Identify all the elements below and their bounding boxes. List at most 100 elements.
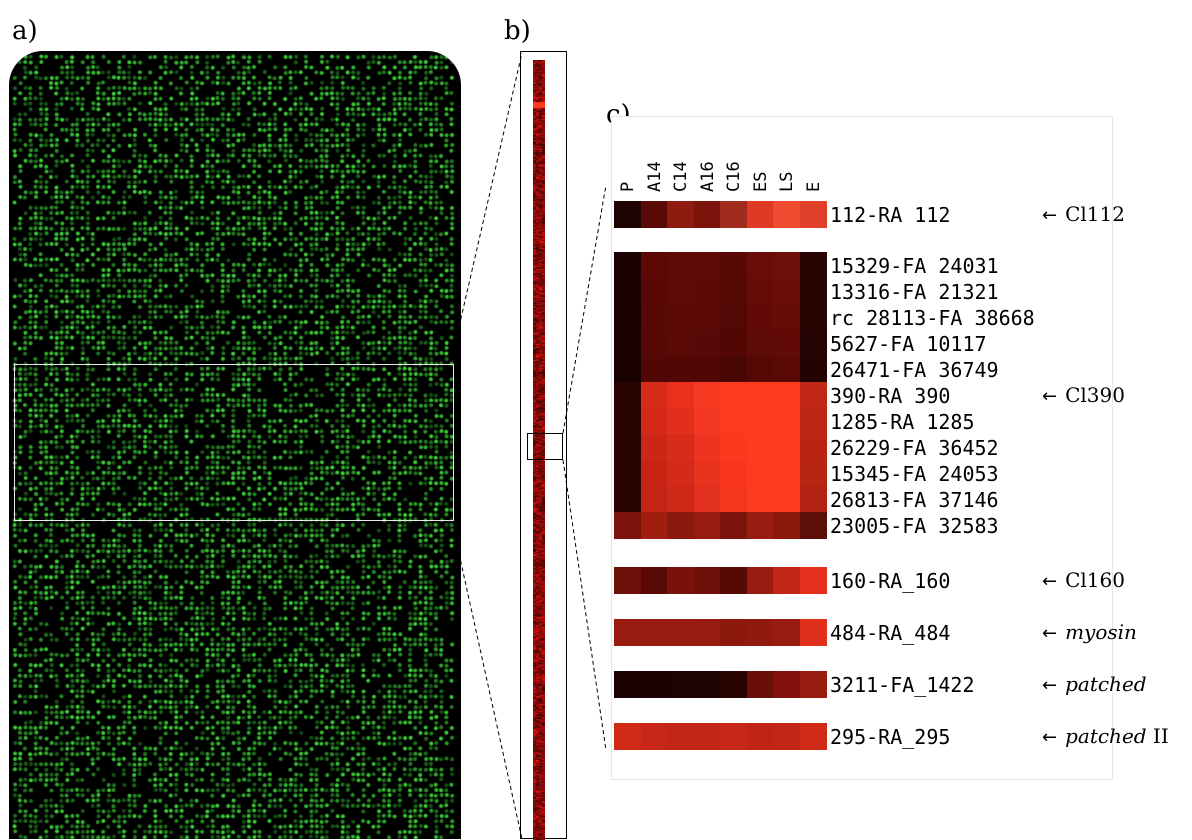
heatmap-cell: [640, 201, 668, 228]
column-label: A14: [644, 161, 665, 192]
heatmap-cell: [799, 460, 827, 487]
heatmap-cell: [720, 252, 748, 279]
heatmap-cell: [667, 486, 695, 513]
row-label: 484-RA_484: [830, 621, 951, 645]
zoom-region-a: [14, 364, 454, 521]
heatmap-cell: [746, 434, 774, 461]
row-label: 3211-FA_1422: [830, 673, 975, 697]
heatmap-cell: [640, 619, 668, 646]
heatmap-cell: [746, 723, 774, 750]
heatmap-cell: [693, 330, 721, 357]
heatmap-cell: [799, 382, 827, 409]
heatmap-cell: [693, 512, 721, 539]
row-label: 112-RA 112: [830, 203, 951, 227]
heatmap-cell: [746, 486, 774, 513]
heatmap-cell: [773, 278, 801, 305]
heatmap-cell: [720, 201, 748, 228]
heatmap-cell: [693, 619, 721, 646]
heatmap-cell: [693, 723, 721, 750]
heatmap-cell: [693, 486, 721, 513]
heatmap-cell: [720, 567, 748, 594]
heatmap-cell: [773, 382, 801, 409]
annotation-text: Cl112: [1065, 202, 1125, 226]
heatmap-cell: [667, 382, 695, 409]
heatmap-cell: [614, 252, 642, 279]
heatmap-cell: [667, 460, 695, 487]
heatmap-cell: [640, 304, 668, 331]
heatmap-cell: [773, 330, 801, 357]
heatmap-cell: [720, 382, 748, 409]
heatmap-cell: [614, 671, 642, 698]
heatmap-cell: [640, 486, 668, 513]
heatmap-cell: [693, 434, 721, 461]
left-arrow-icon: ←: [1042, 386, 1058, 407]
row-label: 13316-FA 21321: [830, 280, 999, 304]
heatmap-cell: [799, 567, 827, 594]
heatmap-cell: [667, 408, 695, 435]
heatmap-cell: [799, 671, 827, 698]
heatmap-cell: [614, 723, 642, 750]
heatmap-cell: [720, 434, 748, 461]
heatmap-cell: [667, 201, 695, 228]
heatmap-cell: [720, 304, 748, 331]
heatmap-cell: [746, 330, 774, 357]
heatmap-cell: [667, 304, 695, 331]
heatmap-cell: [667, 723, 695, 750]
heatmap-cell: [614, 460, 642, 487]
row-label: 26471-FA 36749: [830, 358, 999, 382]
row-label: 23005-FA 32583: [830, 514, 999, 538]
annotation-text: myosin: [1065, 620, 1137, 644]
annotation-text: Cl390: [1065, 383, 1125, 407]
heatmap-cell: [640, 382, 668, 409]
row-annotation: ← Cl112: [1042, 204, 1125, 225]
heatmap-cell: [640, 252, 668, 279]
row-annotation: ← Cl390: [1042, 385, 1125, 406]
heatmap-cell: [614, 619, 642, 646]
heatmap-cell: [667, 278, 695, 305]
leader-line-b-bottom: [562, 459, 607, 751]
row-label: 26229-FA 36452: [830, 436, 999, 460]
heatmap-cell: [799, 723, 827, 750]
row-label: rc 28113-FA 38668: [830, 306, 1035, 330]
heatmap-cell: [693, 382, 721, 409]
heatmap-cell: [773, 434, 801, 461]
heatmap-cell: [799, 619, 827, 646]
heatmap-cell: [773, 723, 801, 750]
left-arrow-icon: ←: [1042, 727, 1058, 748]
heatmap-cell: [667, 512, 695, 539]
heatmap-cell: [693, 356, 721, 383]
column-label: LS: [777, 171, 797, 192]
heatmap-cell: [720, 671, 748, 698]
microarray-spots: [9, 51, 461, 839]
heatmap-cell: [720, 512, 748, 539]
heatmap-cell: [614, 408, 642, 435]
row-annotation: ← patched: [1042, 674, 1147, 695]
column-label: P: [618, 181, 638, 192]
heatmap-cell: [746, 304, 774, 331]
heatmap-cell: [693, 567, 721, 594]
row-annotation: ← patched II: [1042, 726, 1169, 747]
heatmap-cell: [640, 512, 668, 539]
heatmap-cell: [773, 408, 801, 435]
heatmap-cell: [693, 278, 721, 305]
heatmap-cell: [746, 356, 774, 383]
heatmap-cell: [693, 671, 721, 698]
heatmap-cell: [746, 382, 774, 409]
heatmap-cell: [773, 201, 801, 228]
left-arrow-icon: ←: [1042, 623, 1058, 644]
heatmap-cell: [640, 671, 668, 698]
leader-line-a-top: [455, 52, 523, 341]
column-label: E: [803, 181, 824, 192]
column-label: A16: [697, 161, 718, 192]
heatmap-cell: [720, 330, 748, 357]
heatmap-cell: [614, 512, 642, 539]
heatmap-cell: [746, 619, 774, 646]
left-arrow-icon: ←: [1042, 205, 1058, 226]
heatmap-cell: [746, 671, 774, 698]
heatmap-cell: [746, 278, 774, 305]
heatmap-cell: [799, 304, 827, 331]
heatmap-cell: [667, 434, 695, 461]
heatmap-cell: [667, 330, 695, 357]
row-label: 1285-RA 1285: [830, 410, 975, 434]
